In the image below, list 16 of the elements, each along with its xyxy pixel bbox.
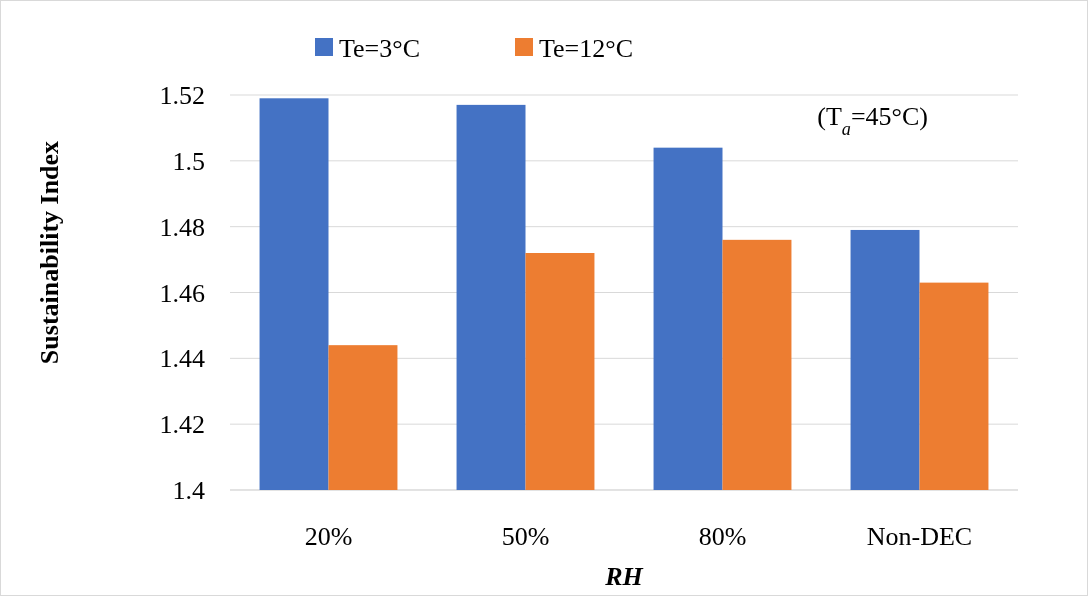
y-tick-label: 1.46 xyxy=(159,278,205,308)
x-tick-label: 50% xyxy=(501,522,550,551)
x-axis-title: RH xyxy=(604,562,644,591)
y-tick-label: 1.44 xyxy=(159,344,205,374)
legend-label: Te=3°C xyxy=(339,34,421,64)
x-tick-label: 80% xyxy=(698,522,747,551)
annotation: (T$_{a}$=45°C) xyxy=(817,102,928,139)
y-tick-label: 1.52 xyxy=(159,81,205,111)
legend-label: Te=12°C xyxy=(539,34,634,64)
y-axis-title: Sustainability Index xyxy=(35,140,64,365)
y-tick-label: 1.5 xyxy=(172,146,205,176)
x-tick-label: Non-DEC xyxy=(866,522,973,551)
y-tick-label: 1.42 xyxy=(159,410,205,440)
y-tick-label: 1.4 xyxy=(172,476,205,506)
y-tick-label: 1.48 xyxy=(159,212,205,242)
x-tick-label: 20% xyxy=(304,522,353,551)
